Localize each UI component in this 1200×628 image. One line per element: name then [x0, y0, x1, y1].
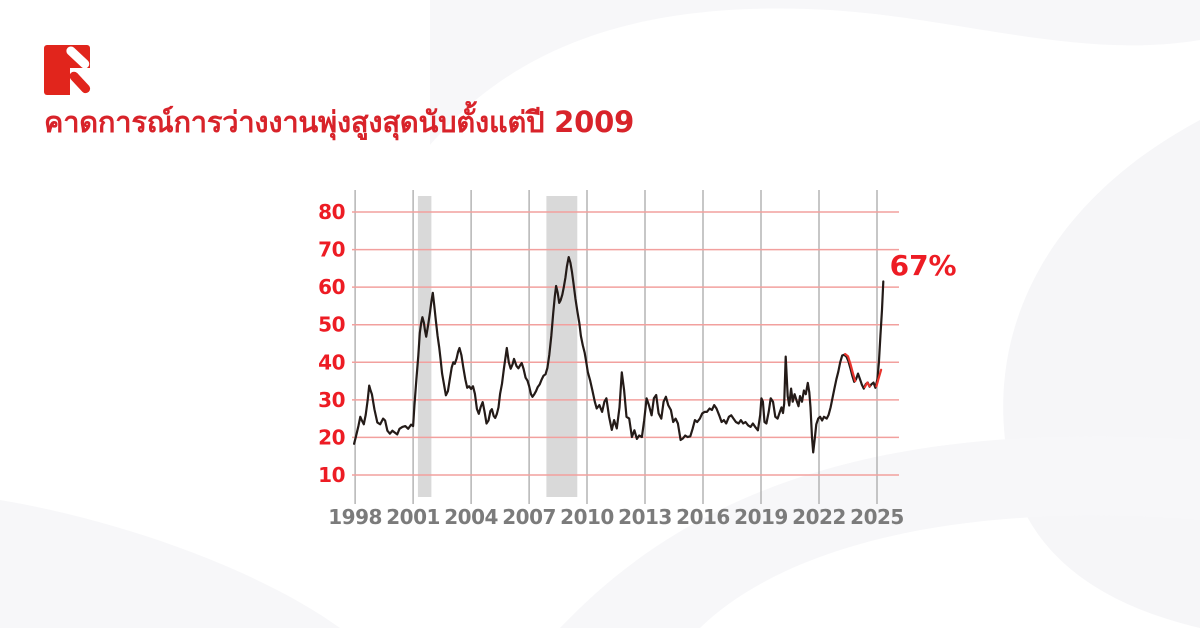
brand-logo — [44, 44, 92, 95]
svg-text:2010: 2010 — [560, 505, 614, 529]
chart-title: คาดการณ์การว่างงานพุ่งสูงสุดนับตั้งแต่ปี… — [44, 105, 635, 139]
svg-text:70: 70 — [318, 238, 345, 262]
y-gridlines — [352, 211, 899, 476]
svg-text:2001: 2001 — [386, 505, 440, 529]
svg-text:1998: 1998 — [328, 505, 382, 529]
svg-text:2022: 2022 — [792, 505, 846, 529]
svg-text:2025: 2025 — [850, 505, 904, 529]
svg-text:60: 60 — [318, 275, 345, 299]
series-line-red-segments — [844, 352, 883, 389]
x-gridlines — [354, 190, 878, 504]
svg-text:2019: 2019 — [734, 505, 788, 529]
svg-text:10: 10 — [318, 463, 345, 487]
x-tick-labels: 1998 2001 2004 2007 2010 2013 2016 2019 2022 2025 — [328, 505, 904, 529]
series-line-black — [353, 256, 885, 454]
svg-text:80: 80 — [318, 200, 345, 224]
svg-text:30: 30 — [318, 388, 345, 412]
svg-text:2013: 2013 — [618, 505, 672, 529]
logo-slash-white-icon — [64, 44, 92, 70]
latest-value-annotation: 67% — [890, 249, 957, 282]
svg-text:40: 40 — [318, 350, 345, 374]
y-tick-labels: 10 20 30 40 50 60 70 80 — [318, 200, 345, 487]
recession-bands — [417, 196, 578, 497]
svg-text:2007: 2007 — [502, 505, 556, 529]
svg-text:20: 20 — [318, 425, 345, 449]
svg-text:2004: 2004 — [444, 505, 498, 529]
svg-text:2016: 2016 — [676, 505, 730, 529]
svg-text:50: 50 — [318, 313, 345, 337]
